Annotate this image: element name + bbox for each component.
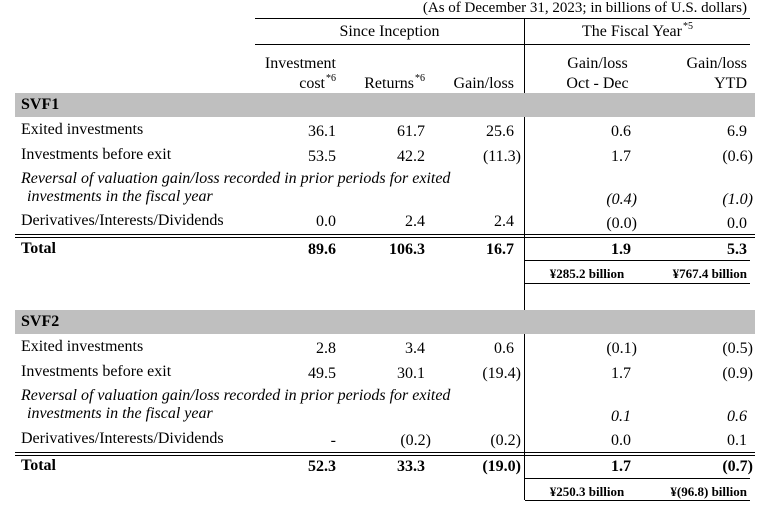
cell-q: 0.6 (611, 123, 631, 140)
cell-gain-loss: 2.4 (494, 213, 514, 230)
cell-returns: 30.1 (397, 365, 425, 382)
cell-returns: 33.3 (397, 458, 425, 475)
cell-returns: 2.4 (405, 213, 425, 230)
cell-ytd: 0.0 (727, 215, 747, 232)
since-inception-header: Since Inception (339, 23, 440, 40)
gain-loss-ytd-header-1: Gain/loss (686, 55, 747, 72)
row-label: Derivatives/Interests/Dividends (21, 430, 224, 447)
fiscal-year-divider (524, 18, 525, 500)
cell-q: 0.1 (611, 408, 631, 425)
units-note: (As of December 31, 2023; in billions of… (422, 0, 747, 16)
row-label-2: investments in the fiscal year (27, 405, 213, 422)
fiscal-year-footnote-mark: *5 (682, 21, 693, 32)
gain-loss-q-header-2: Oct - Dec (566, 75, 629, 92)
cell-gain-loss: 25.6 (486, 123, 514, 140)
svf2-yen-rule (525, 478, 750, 479)
row-label: Investments before exit (21, 363, 172, 380)
cell-q: 1.7 (611, 458, 631, 475)
cell-ytd: (0.5) (722, 340, 753, 357)
cell-gain-loss: 16.7 (486, 241, 514, 258)
cell-ytd: (0.6) (722, 148, 753, 165)
row-label: Exited investments (21, 121, 144, 138)
svf2-yen-bottom-rule (525, 500, 750, 501)
returns-footnote-mark: *6 (415, 73, 425, 84)
cell-q: 1.7 (611, 148, 631, 165)
svf1-total-rule-2 (15, 237, 755, 238)
svf2-section-title: SVF2 (21, 313, 60, 330)
svf1-yen-q: ¥285.2 billion (549, 266, 625, 281)
svf1-yen-rule (525, 260, 750, 261)
cell-gain-loss: (19.0) (482, 458, 521, 475)
svf1-yen-ytd: ¥767.4 billion (672, 266, 747, 281)
svf1-yen-bottom-rule (525, 283, 750, 284)
row-label: Total (21, 457, 56, 474)
cell-q: (0.4) (606, 191, 637, 208)
cell-cost: 2.8 (316, 340, 336, 357)
row-label: Total (21, 240, 56, 257)
row-label: Derivatives/Interests/Dividends (21, 212, 224, 229)
cell-ytd: 6.9 (727, 123, 747, 140)
svf2-yen-ytd: ¥(96.8) billion (670, 484, 747, 499)
investment-cost-header-1: Investment (264, 55, 336, 72)
investment-cost-header-2: cost*6 (299, 73, 336, 92)
cell-cost: 52.3 (308, 458, 336, 475)
cell-ytd: 0.6 (727, 408, 747, 425)
cell-returns: 106.3 (389, 241, 425, 258)
gain-loss-ytd-header-2: YTD (714, 75, 747, 92)
cell-cost: 36.1 (308, 123, 336, 140)
returns-header: Returns*6 (364, 73, 425, 92)
cell-cost: 0.0 (316, 213, 336, 230)
row-label: Investments before exit (21, 146, 172, 163)
cell-ytd: (1.0) (722, 191, 753, 208)
cell-cost: 89.6 (308, 241, 336, 258)
svf2-section-band (15, 310, 755, 334)
cell-cost: - (330, 432, 336, 449)
cell-q: (0.1) (606, 340, 637, 357)
cell-ytd: (0.7) (722, 458, 753, 475)
svf1-section-band (15, 93, 755, 117)
cell-cost: 49.5 (308, 365, 336, 382)
cell-gain-loss: 0.6 (494, 340, 514, 357)
cell-q: 1.7 (611, 365, 631, 382)
svf2-yen-q: ¥250.3 billion (549, 484, 625, 499)
cell-returns: (0.2) (400, 432, 431, 449)
header-top-rule (255, 18, 750, 19)
cell-ytd: 0.1 (727, 432, 747, 449)
cell-gain-loss: (0.2) (490, 432, 521, 449)
svf1-section-title: SVF1 (21, 96, 60, 113)
cell-q: (0.0) (606, 215, 637, 232)
cell-ytd: (0.9) (722, 365, 753, 382)
investment-cost-footnote-mark: *6 (326, 73, 336, 84)
row-label-2: investments in the fiscal year (27, 188, 213, 205)
cell-returns: 3.4 (405, 340, 425, 357)
gain-loss-q-header-1: Gain/loss (567, 55, 628, 72)
cell-gain-loss: (19.4) (482, 365, 521, 382)
fiscal-year-header: The Fiscal Year*5 (582, 21, 693, 40)
gain-loss-header: Gain/loss (453, 75, 514, 92)
cell-ytd: 5.3 (727, 241, 747, 258)
cell-returns: 42.2 (397, 148, 425, 165)
cell-returns: 61.7 (397, 123, 425, 140)
cell-q: 0.0 (611, 432, 631, 449)
svf1-total-rule-1 (15, 234, 755, 235)
svf2-total-rule-1 (15, 452, 755, 453)
cell-q: 1.9 (611, 241, 631, 258)
row-label-1: Reversal of valuation gain/loss recorded… (21, 387, 451, 404)
header-sub-rule (255, 44, 750, 45)
cell-cost: 53.5 (308, 148, 336, 165)
svf2-total-rule-2 (15, 455, 755, 456)
cell-gain-loss: (11.3) (482, 148, 521, 165)
row-label-1: Reversal of valuation gain/loss recorded… (21, 170, 451, 187)
row-label: Exited investments (21, 338, 144, 355)
